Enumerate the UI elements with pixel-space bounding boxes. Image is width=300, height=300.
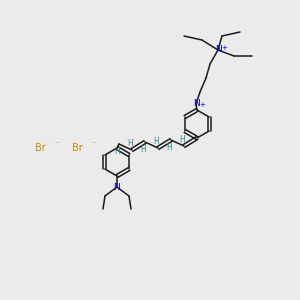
Text: ⁻: ⁻ xyxy=(92,140,96,148)
Text: H: H xyxy=(153,136,159,146)
Text: Br: Br xyxy=(35,143,46,153)
Text: H: H xyxy=(114,146,120,155)
Text: H: H xyxy=(166,142,172,152)
Text: H: H xyxy=(127,139,133,148)
Text: N: N xyxy=(193,100,200,109)
Text: ⁻: ⁻ xyxy=(55,140,59,148)
Text: H: H xyxy=(140,145,146,154)
Text: N: N xyxy=(114,182,120,191)
Text: +: + xyxy=(199,102,205,108)
Text: H: H xyxy=(179,134,185,143)
Text: Br: Br xyxy=(72,143,83,153)
Text: +: + xyxy=(221,45,227,51)
Text: N: N xyxy=(214,46,221,55)
